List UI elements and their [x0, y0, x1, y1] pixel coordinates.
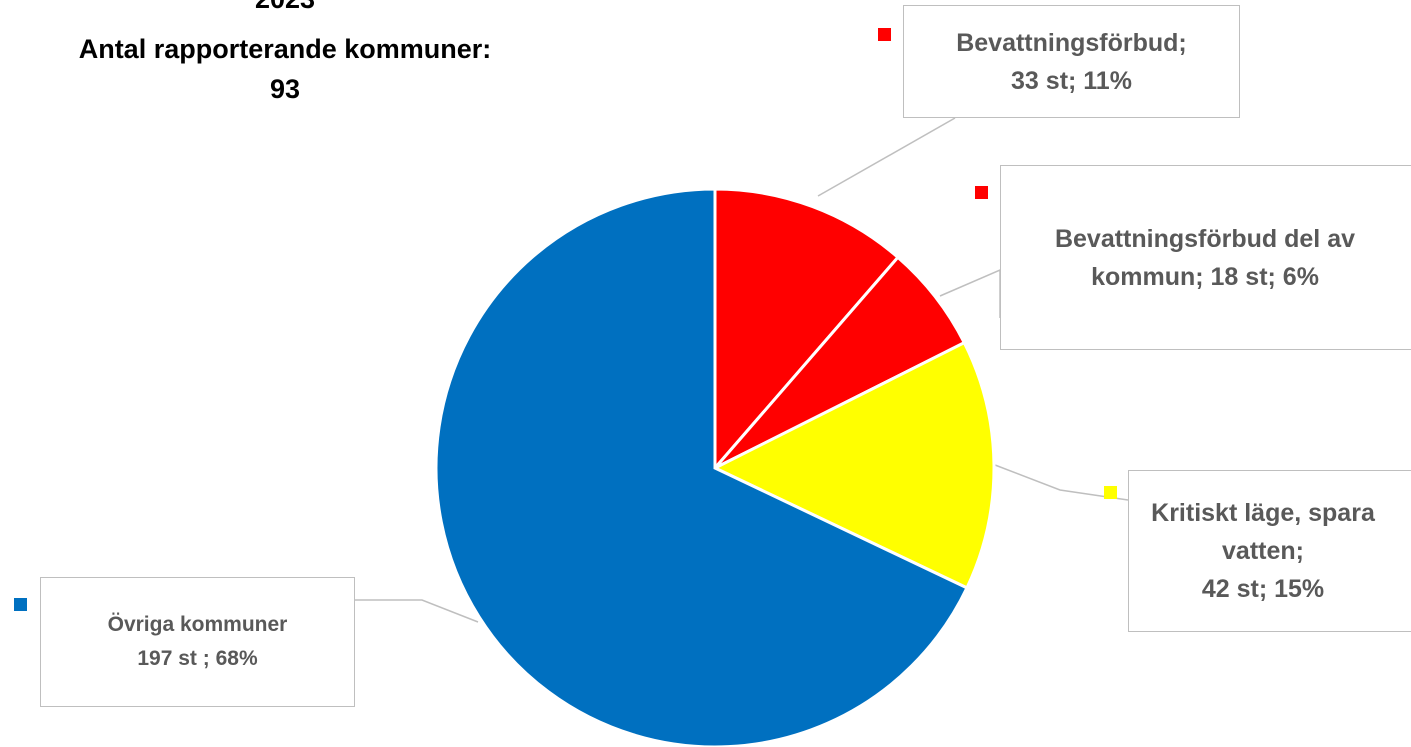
legend-key — [14, 598, 27, 611]
category-label: Kritiskt läge, spara vatten; — [1151, 499, 1375, 565]
category-label: Bevattningsförbud del av kommun; — [1054, 224, 1356, 291]
pie-slice — [434, 187, 969, 747]
data-label: Kritiskt läge, spara vatten; 42 st; 15% — [1128, 470, 1411, 632]
legend-key — [1104, 486, 1117, 499]
pie-slice — [711, 340, 996, 590]
leader-line — [355, 599, 479, 623]
value-label: 33 st; 11% — [1011, 66, 1132, 95]
chart-subtitle: Antal rapporterande kommuner: — [78, 34, 492, 64]
value-label: 18 st; 6% — [1210, 262, 1319, 291]
data-label: Övriga kommuner 197 st ; 68% — [40, 577, 355, 707]
pie — [434, 187, 996, 747]
category-label: Bevattningsförbud; — [956, 28, 1187, 57]
pie-slice — [713, 187, 901, 473]
leader-line — [817, 117, 956, 197]
value-label: 197 st ; 68% — [137, 647, 258, 670]
legend-key — [878, 28, 891, 41]
legend-key — [975, 186, 988, 199]
data-label: Bevattningsförbud del av kommun; 18 st; … — [1000, 165, 1411, 350]
chart-subtitle-value: 93 — [269, 74, 301, 104]
data-label: Bevattningsförbud; 33 st; 11% — [903, 5, 1240, 118]
leader-line — [939, 268, 1001, 318]
value-label: 42 st; 15% — [1201, 575, 1325, 603]
chart-title: 2023 — [0, 0, 570, 15]
category-label: Övriga kommuner — [107, 613, 288, 636]
